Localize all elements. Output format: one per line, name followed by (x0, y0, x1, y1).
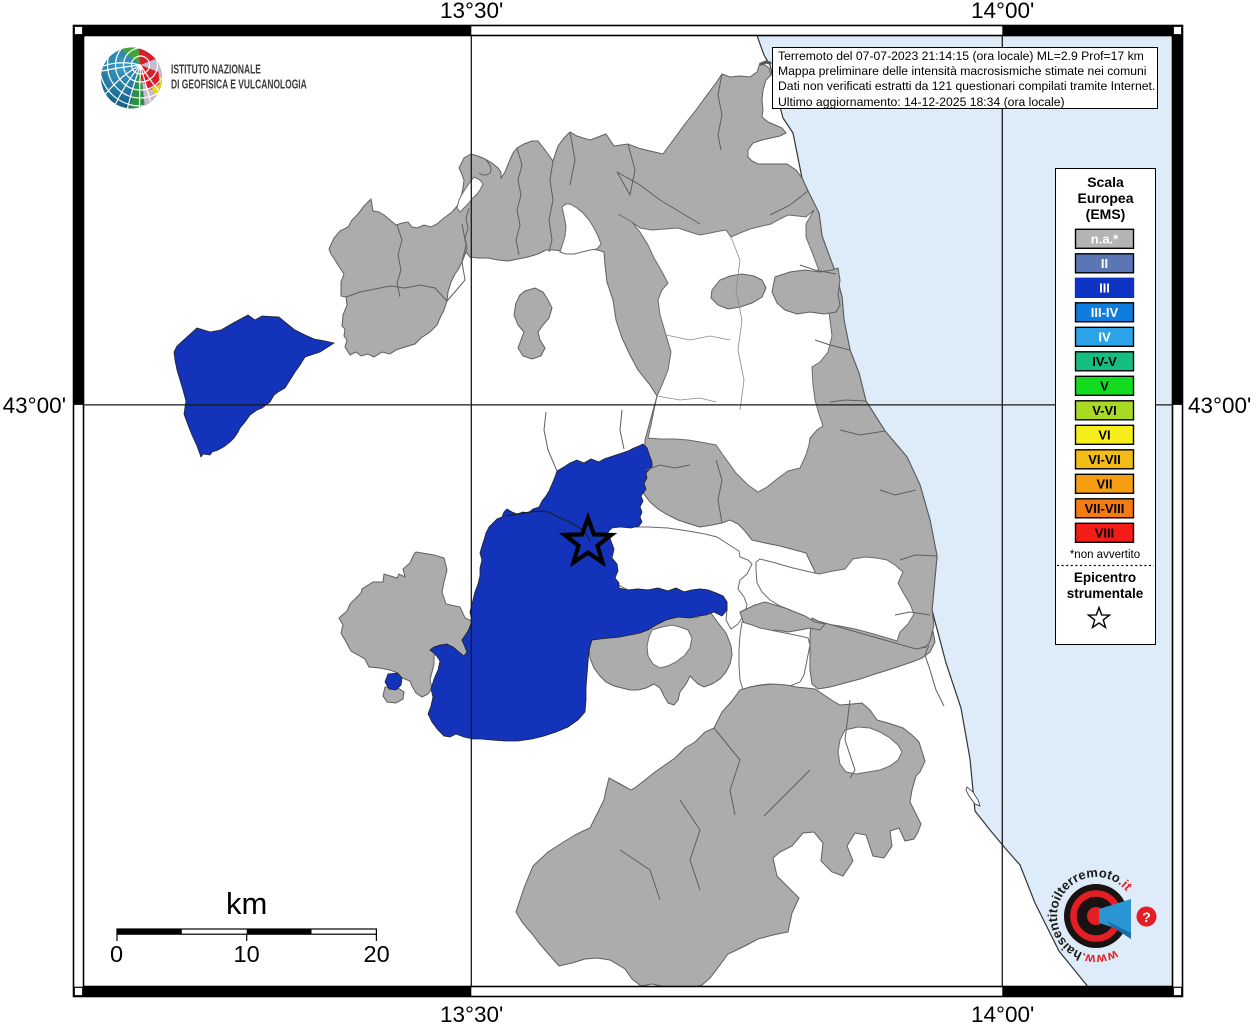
svg-text:?: ? (1142, 909, 1151, 925)
svg-text:DI GEOFISICA E VULCANOLOGIA: DI GEOFISICA E VULCANOLOGIA (171, 78, 307, 92)
svg-text:ISTITUTO NAZIONALE: ISTITUTO NAZIONALE (171, 63, 261, 77)
